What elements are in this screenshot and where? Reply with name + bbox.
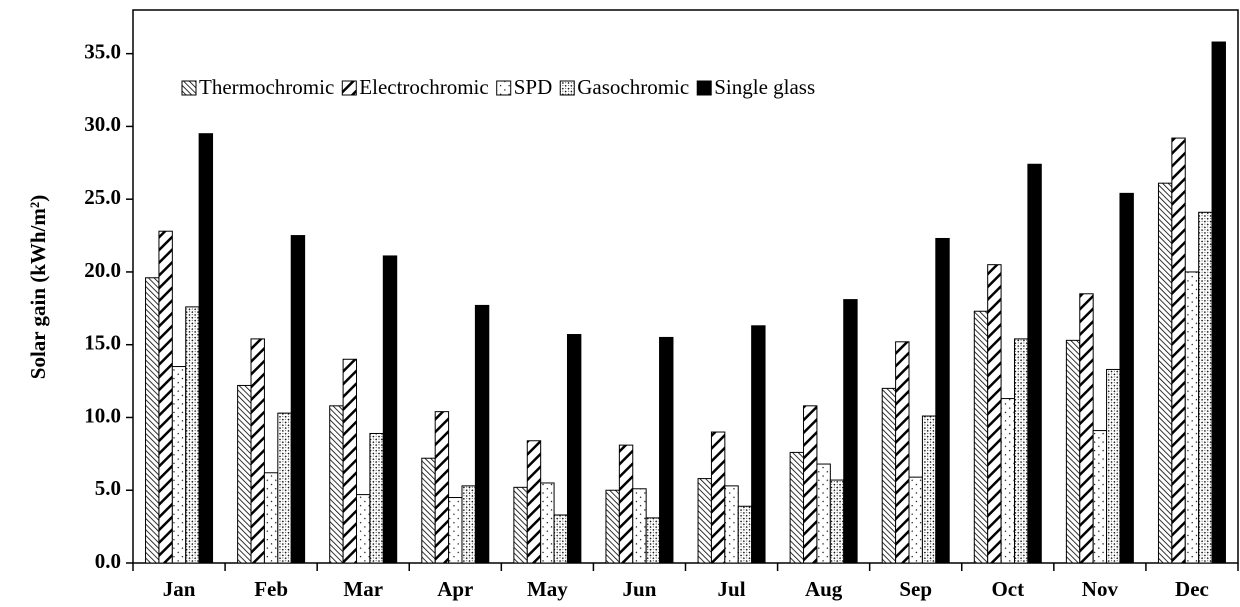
y-tick-label: 5.0 — [95, 476, 121, 500]
bar — [382, 255, 398, 564]
bar — [566, 334, 582, 564]
bar — [1065, 339, 1081, 564]
y-tick-label: 0.0 — [95, 549, 121, 573]
y-axis-label: Solar gain (kWh/m²) — [26, 195, 50, 379]
x-tick-label: Jul — [718, 577, 746, 601]
bar — [987, 264, 1002, 564]
bar — [290, 235, 306, 564]
bar — [605, 489, 620, 564]
x-tick-label: Mar — [343, 577, 383, 601]
bar — [710, 431, 726, 564]
x-tick-label: May — [527, 577, 568, 601]
bar — [277, 412, 292, 564]
bar — [803, 405, 818, 564]
bar — [526, 440, 542, 564]
legend-label: SPD — [514, 75, 553, 99]
bar — [724, 485, 739, 564]
x-tick-label: Jan — [163, 577, 196, 601]
bar — [1184, 271, 1200, 564]
bar — [1171, 137, 1186, 564]
bar — [448, 497, 463, 564]
bar — [474, 304, 490, 564]
bar — [881, 387, 897, 564]
bar — [789, 451, 805, 564]
y-tick-label: 25.0 — [84, 185, 121, 209]
y-tick-label: 15.0 — [84, 331, 121, 355]
bar — [751, 325, 766, 564]
bar — [145, 277, 160, 564]
bar — [1027, 163, 1042, 564]
bar — [369, 432, 384, 564]
bar — [843, 299, 858, 564]
legend-label: Electrochromic — [359, 75, 488, 99]
bar — [461, 485, 476, 564]
bar — [659, 336, 674, 564]
bar — [973, 310, 989, 564]
y-tick-label: 20.0 — [84, 258, 121, 282]
x-tick-label: Sep — [899, 577, 932, 601]
bar — [237, 384, 252, 564]
legend-label: Gasochromic — [577, 75, 689, 99]
bar — [697, 478, 712, 564]
bar — [1211, 41, 1226, 564]
legend-swatch — [696, 80, 712, 96]
x-tick-label: Apr — [437, 577, 473, 601]
legend-label: Thermochromic — [199, 75, 334, 99]
legend-label: Single glass — [714, 75, 815, 99]
bar — [1013, 338, 1029, 564]
bar — [618, 444, 634, 564]
bar — [632, 488, 647, 564]
bar — [198, 133, 214, 564]
bar — [1092, 430, 1108, 564]
y-tick-label: 35.0 — [84, 39, 121, 63]
bar — [737, 505, 753, 564]
bar — [1106, 368, 1121, 564]
x-tick-label: Aug — [805, 577, 843, 601]
bar — [1157, 182, 1173, 564]
legend-swatch — [559, 80, 575, 96]
bar — [434, 411, 450, 564]
x-tick-label: Oct — [991, 577, 1024, 601]
legend-swatch — [181, 80, 197, 96]
y-tick-label: 30.0 — [84, 112, 121, 136]
bar — [645, 517, 661, 564]
bar — [1198, 211, 1213, 564]
bar — [1000, 398, 1015, 564]
bar — [1119, 192, 1134, 564]
bar — [540, 482, 555, 564]
y-tick-label: 10.0 — [84, 403, 121, 427]
bar — [185, 306, 200, 564]
bar — [553, 514, 568, 564]
legend-swatch — [496, 80, 512, 96]
bar — [158, 230, 173, 564]
bar — [421, 457, 436, 564]
bar — [829, 479, 845, 564]
legend-swatch — [341, 80, 357, 96]
bar — [908, 476, 923, 564]
bar — [342, 358, 358, 564]
bar — [1079, 293, 1094, 564]
x-tick-label: Jun — [623, 577, 657, 601]
bar — [935, 237, 950, 564]
bar — [895, 341, 910, 564]
bar — [816, 463, 831, 564]
x-tick-label: Feb — [254, 577, 288, 601]
bar — [263, 472, 279, 564]
bar — [250, 338, 265, 564]
x-tick-label: Dec — [1175, 577, 1209, 601]
bar — [329, 405, 344, 564]
bar — [356, 494, 371, 564]
bar — [921, 415, 937, 564]
x-tick-label: Nov — [1082, 577, 1119, 601]
bar — [171, 366, 187, 564]
bar — [513, 486, 528, 564]
